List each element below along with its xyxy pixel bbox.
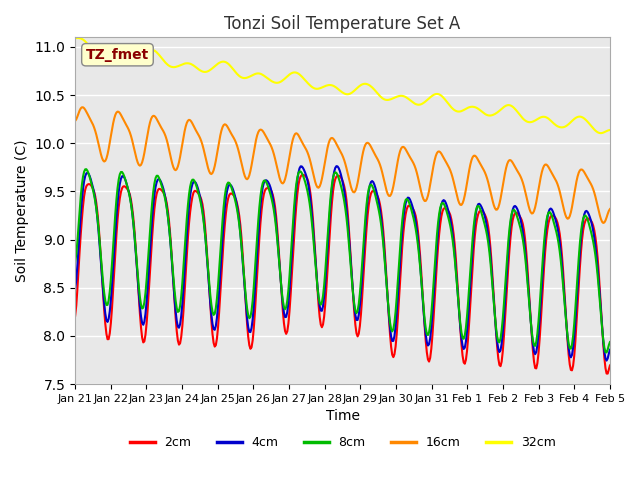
Legend: 2cm, 4cm, 8cm, 16cm, 32cm: 2cm, 4cm, 8cm, 16cm, 32cm <box>125 431 561 454</box>
Line: 8cm: 8cm <box>75 169 610 352</box>
16cm <box>372 153 380 158</box>
32cm <box>298 73 306 79</box>
16cm <box>606 206 614 212</box>
4cm <box>237 244 245 250</box>
Line: 32cm: 32cm <box>75 38 610 133</box>
2cm <box>397 259 405 265</box>
16cm <box>71 118 79 124</box>
8cm <box>372 193 380 199</box>
32cm <box>372 88 380 94</box>
16cm <box>600 220 607 226</box>
8cm <box>558 269 566 275</box>
2cm <box>606 362 614 368</box>
8cm <box>71 259 79 265</box>
4cm <box>71 286 79 292</box>
2cm <box>465 318 473 324</box>
32cm <box>239 75 246 81</box>
8cm <box>298 170 306 176</box>
4cm <box>397 242 405 248</box>
4cm <box>372 185 380 191</box>
Title: Tonzi Soil Temperature Set A: Tonzi Soil Temperature Set A <box>225 15 461 33</box>
2cm <box>372 190 380 196</box>
Y-axis label: Soil Temperature (C): Soil Temperature (C) <box>15 139 29 282</box>
16cm <box>397 145 405 151</box>
32cm <box>558 124 566 130</box>
2cm <box>604 371 612 376</box>
32cm <box>597 130 605 136</box>
32cm <box>74 35 81 41</box>
32cm <box>606 127 614 133</box>
16cm <box>239 165 246 171</box>
4cm <box>558 262 566 267</box>
16cm <box>79 105 87 110</box>
8cm <box>397 230 405 236</box>
2cm <box>297 174 305 180</box>
Line: 16cm: 16cm <box>75 108 610 223</box>
4cm <box>333 163 340 169</box>
2cm <box>71 313 79 319</box>
8cm <box>239 256 246 262</box>
16cm <box>465 167 473 173</box>
4cm <box>465 298 473 303</box>
16cm <box>558 198 566 204</box>
16cm <box>298 139 306 144</box>
4cm <box>606 347 614 353</box>
8cm <box>603 349 611 355</box>
Line: 2cm: 2cm <box>75 175 610 373</box>
2cm <box>237 235 245 241</box>
32cm <box>71 35 79 41</box>
Text: TZ_fmet: TZ_fmet <box>86 48 149 62</box>
32cm <box>465 104 473 110</box>
8cm <box>606 339 614 345</box>
32cm <box>397 93 405 99</box>
8cm <box>465 283 473 288</box>
2cm <box>558 252 566 258</box>
Line: 4cm: 4cm <box>75 166 610 360</box>
4cm <box>603 358 611 363</box>
2cm <box>299 172 307 178</box>
X-axis label: Time: Time <box>326 409 360 423</box>
8cm <box>83 166 90 172</box>
4cm <box>297 164 305 169</box>
